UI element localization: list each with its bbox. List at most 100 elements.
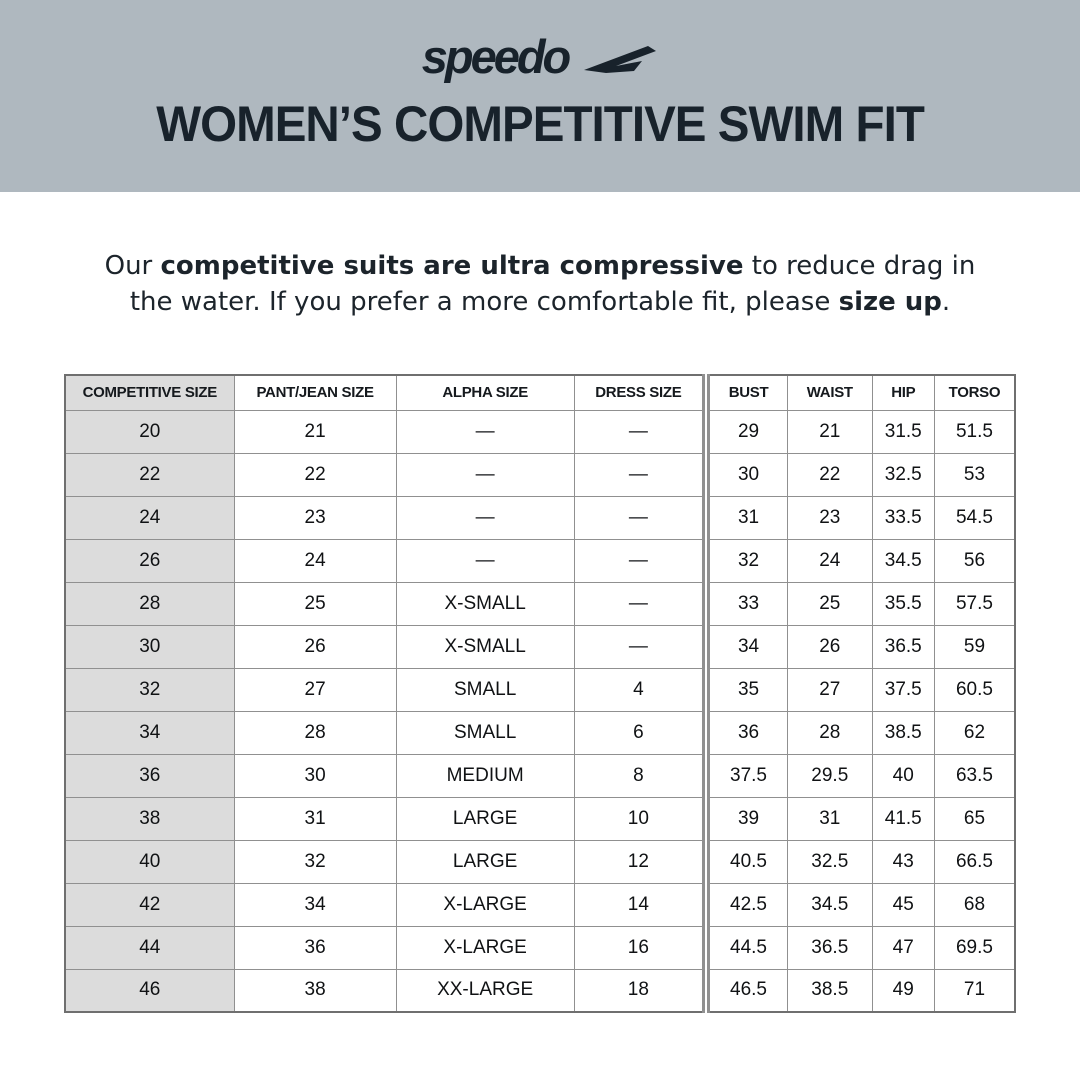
brand-header-band: speedo WOMEN’S COMPETITIVE SWIM FIT	[0, 0, 1080, 192]
size-cell: 44	[64, 925, 235, 970]
size-cell: X-LARGE	[395, 882, 575, 927]
table-row: 32 27 SMALL 4 35 27 37.5 60.5	[64, 667, 1016, 712]
size-cell: 39	[702, 796, 789, 841]
size-cell: 43	[871, 839, 935, 884]
size-cell: 30	[702, 452, 789, 497]
size-cell: 29.5	[787, 753, 873, 798]
size-cell: 21	[233, 409, 397, 454]
size-cell: 28	[233, 710, 397, 755]
size-cell: 6	[573, 710, 707, 755]
column-header: PANT/JEAN SIZE	[233, 374, 397, 411]
size-cell: 71	[933, 968, 1016, 1013]
size-cell: 34	[64, 710, 235, 755]
size-cell: LARGE	[395, 796, 575, 841]
size-cell: 32	[702, 538, 789, 583]
size-cell: 22	[233, 452, 397, 497]
size-cell: 66.5	[933, 839, 1016, 884]
intro-segment: competitive suits are ultra compressive	[160, 251, 744, 281]
size-cell: 24	[787, 538, 873, 583]
table-row: 28 25 X-SMALL —33 25 35.5 57.5	[64, 581, 1016, 626]
table-row: 36 30 MEDIUM 8 37.5 29.5 40 63.5	[64, 753, 1016, 798]
size-cell: X-LARGE	[395, 925, 575, 970]
page-title: WOMEN’S COMPETITIVE SWIM FIT	[156, 96, 925, 152]
intro-segment: Our	[104, 251, 161, 281]
size-cell: 4	[573, 667, 707, 712]
size-cell: 23	[787, 495, 873, 540]
size-cell: —	[573, 581, 707, 626]
size-cell: 32.5	[787, 839, 873, 884]
size-cell: 32	[64, 667, 235, 712]
size-cell: X-SMALL	[395, 624, 575, 669]
column-header: HIP	[871, 374, 935, 411]
table-row: 26 24— —32 24 34.5 56	[64, 538, 1016, 583]
size-cell: SMALL	[395, 667, 575, 712]
size-cell: 46.5	[702, 968, 789, 1013]
column-header: TORSO	[933, 374, 1016, 411]
size-cell: 56	[933, 538, 1016, 583]
size-cell: 38	[64, 796, 235, 841]
size-cell: 16	[573, 925, 707, 970]
size-cell: 38.5	[871, 710, 935, 755]
table-row: 22 22— —30 22 32.5 53	[64, 452, 1016, 497]
size-cell: 49	[871, 968, 935, 1013]
size-cell: 25	[233, 581, 397, 626]
size-cell: 31	[787, 796, 873, 841]
size-cell: —	[395, 538, 575, 583]
size-cell: —	[573, 495, 707, 540]
table-row: 42 34 X-LARGE 14 42.5 34.5 45 68	[64, 882, 1016, 927]
size-cell: 37.5	[702, 753, 789, 798]
size-cell: 46	[64, 968, 235, 1013]
size-cell: 34	[702, 624, 789, 669]
intro-segment: .	[941, 287, 951, 317]
size-cell: 31.5	[871, 409, 935, 454]
size-cell: 29	[702, 409, 789, 454]
size-cell: 42	[64, 882, 235, 927]
size-cell: 35	[702, 667, 789, 712]
table-row: 46 38 XX-LARGE 18 46.5 38.5 49 71	[64, 968, 1016, 1013]
size-cell: 28	[64, 581, 235, 626]
size-cell: 36	[702, 710, 789, 755]
table-row: 34 28 SMALL 6 36 28 38.5 62	[64, 710, 1016, 755]
size-cell: 10	[573, 796, 707, 841]
size-cell: 31	[702, 495, 789, 540]
size-cell: 47	[871, 925, 935, 970]
table-header-row: COMPETITIVE SIZE PANT/JEAN SIZE ALPHA SIZE…	[64, 374, 1016, 411]
size-cell: 45	[871, 882, 935, 927]
size-cell: 27	[233, 667, 397, 712]
size-cell: 12	[573, 839, 707, 884]
size-cell: 40.5	[702, 839, 789, 884]
size-cell: 41.5	[871, 796, 935, 841]
size-cell: 36	[233, 925, 397, 970]
size-cell: 65	[933, 796, 1016, 841]
size-cell: 60.5	[933, 667, 1016, 712]
size-cell: 26	[233, 624, 397, 669]
size-cell: 22	[64, 452, 235, 497]
size-cell: 25	[787, 581, 873, 626]
size-cell: MEDIUM	[395, 753, 575, 798]
column-header: ALPHA SIZE	[395, 374, 575, 411]
size-cell: 18	[573, 968, 707, 1013]
size-cell: 51.5	[933, 409, 1016, 454]
size-cell: LARGE	[395, 839, 575, 884]
size-cell: 22	[787, 452, 873, 497]
size-cell: —	[395, 495, 575, 540]
size-cell: 27	[787, 667, 873, 712]
size-cell: 37.5	[871, 667, 935, 712]
intro-segment: to reduce drag in	[743, 251, 976, 281]
speedo-boomerang-icon	[584, 45, 657, 73]
size-cell: —	[573, 452, 707, 497]
table-row: 20 21— —29 21 31.5 51.5	[64, 409, 1016, 454]
table-row: 24 23— —31 23 33.5 54.5	[64, 495, 1016, 540]
size-cell: 69.5	[933, 925, 1016, 970]
size-cell: X-SMALL	[395, 581, 575, 626]
size-cell: 34	[233, 882, 397, 927]
size-cell: 14	[573, 882, 707, 927]
size-cell: 54.5	[933, 495, 1016, 540]
column-header: BUST	[702, 374, 789, 411]
table-row: 38 31 LARGE 10 39 31 41.5 65	[64, 796, 1016, 841]
size-cell: 44.5	[702, 925, 789, 970]
size-cell: 20	[64, 409, 235, 454]
table-row: 30 26 X-SMALL —34 26 36.5 59	[64, 624, 1016, 669]
size-cell: 33	[702, 581, 789, 626]
